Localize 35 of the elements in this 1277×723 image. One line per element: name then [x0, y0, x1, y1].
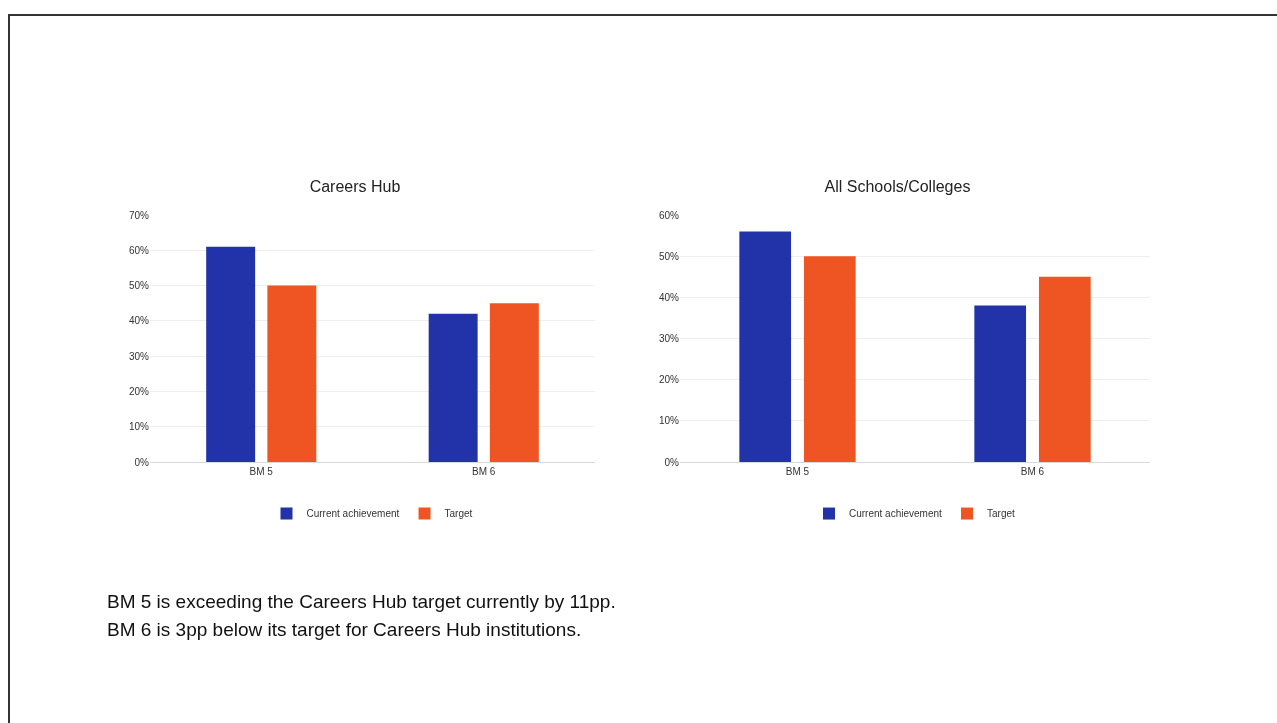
y-tick-label: 10% [658, 415, 680, 427]
y-tick-label: 20% [128, 385, 150, 397]
y-tick-label: 10% [128, 421, 150, 433]
legend-label: Target [987, 508, 1016, 520]
text: BM 5 is exceeding the Careers Hub target currently by 11pp. [107, 590, 617, 614]
y-tick-label: 0% [134, 456, 150, 468]
bar [1038, 276, 1091, 462]
bar [428, 313, 478, 462]
bar [974, 305, 1027, 462]
legend-label: Current achievement [849, 508, 943, 520]
bar [739, 231, 792, 462]
y-tick-label: 40% [658, 291, 680, 303]
y-tick-label: 30% [658, 333, 680, 344]
x-tick-label: BM 5 [785, 466, 810, 477]
y-tick-label: 60% [658, 209, 680, 221]
bar [803, 256, 856, 462]
bar [206, 246, 256, 462]
bar [267, 285, 317, 462]
x-tick-label: BM 6 [472, 466, 496, 477]
chart-title: All Schools/Colleges [824, 178, 971, 196]
legend-label: Target [444, 508, 473, 520]
y-tick-label: 0% [664, 456, 680, 468]
x-tick-label: BM 5 [249, 466, 274, 477]
y-tick-label: 50% [128, 280, 150, 292]
x-tick-label: BM 6 [1020, 466, 1045, 477]
chart-title: Careers Hub [309, 178, 401, 196]
y-tick-label: 40% [128, 315, 150, 327]
text: BM 6 is 3pp below its target for Careers Hub institutions. [107, 618, 583, 642]
legend-label: Current achievement [306, 508, 400, 520]
y-tick-label: 50% [658, 250, 680, 262]
y-tick-label: 30% [128, 350, 150, 362]
y-tick-label: 20% [658, 374, 680, 386]
y-tick-label: 70% [128, 209, 150, 221]
bar [489, 303, 539, 462]
y-tick-label: 60% [128, 244, 150, 256]
